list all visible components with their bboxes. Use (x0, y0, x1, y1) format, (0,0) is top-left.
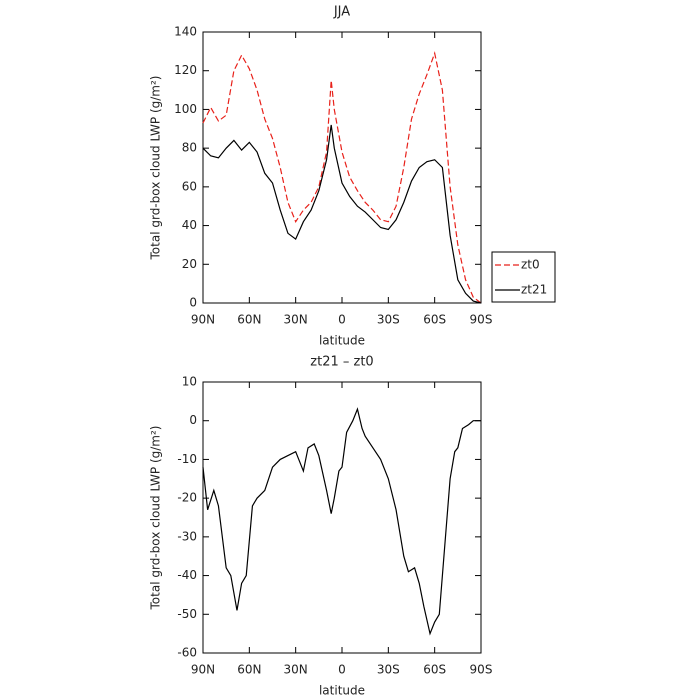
y-tick-label: -20 (177, 491, 197, 505)
x-tick-label: 60S (423, 313, 446, 327)
y-tick-label: 80 (182, 141, 197, 155)
y-axis-label: Total grd-box cloud LWP (g/m²) (149, 426, 163, 611)
y-tick-label: 40 (182, 218, 197, 232)
y-tick-label: 10 (182, 375, 197, 389)
legend-label: zt21 (521, 283, 547, 297)
y-tick-label: 20 (182, 257, 197, 271)
legend-box (491, 251, 556, 303)
x-tick-label: 30S (377, 313, 400, 327)
y-tick-label: -30 (177, 529, 197, 543)
y-tick-label: 120 (174, 63, 197, 77)
x-axis-label: latitude (319, 684, 365, 698)
y-tick-label: -50 (177, 607, 197, 621)
data-line (202, 51, 482, 304)
x-tick-label: 30N (284, 313, 308, 327)
chart-title: JJA (333, 5, 350, 20)
x-tick-label: 60S (423, 663, 446, 677)
data-line (202, 407, 481, 636)
x-tick-label: 60N (237, 663, 261, 677)
x-tick-label: 30N (284, 663, 308, 677)
y-tick-label: 0 (189, 413, 197, 427)
x-tick-label: 0 (338, 313, 346, 327)
y-tick-label: 140 (174, 25, 197, 39)
chart-title: zt21 – zt0 (310, 355, 373, 370)
x-tick-label: 0 (338, 663, 346, 677)
x-tick-label: 90N (191, 663, 215, 677)
data-line (202, 124, 482, 304)
y-tick-label: -40 (177, 568, 197, 582)
x-axis-label: latitude (319, 334, 365, 348)
y-tick-label: 100 (174, 102, 197, 116)
y-tick-label: -60 (177, 646, 197, 660)
x-tick-label: 60N (237, 313, 261, 327)
y-tick-label: 60 (182, 179, 197, 193)
y-tick-label: -10 (177, 452, 197, 466)
x-tick-label: 90N (191, 313, 215, 327)
x-tick-label: 30S (377, 663, 400, 677)
x-tick-label: 90S (470, 313, 493, 327)
legend-label: zt0 (521, 258, 540, 272)
y-axis-label: Total grd-box cloud LWP (g/m²) (149, 76, 163, 261)
y-tick-label: 0 (189, 296, 197, 310)
x-tick-label: 90S (470, 663, 493, 677)
